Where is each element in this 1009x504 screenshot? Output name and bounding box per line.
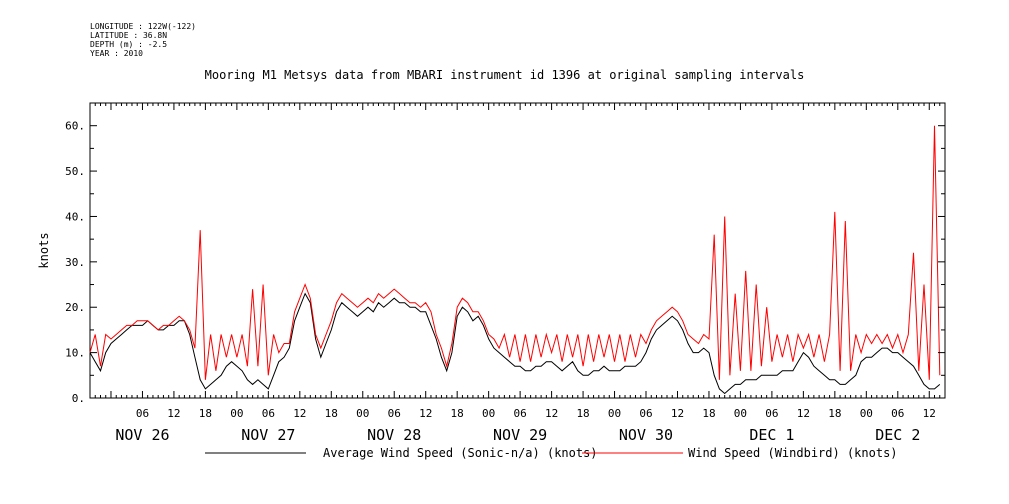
legend-label-0: Average Wind Speed (Sonic-n/a) (knots) (323, 446, 598, 460)
metadata-longitude: LONGITUDE : 122W(-122) (90, 22, 196, 31)
legend: Average Wind Speed (Sonic-n/a) (knots) Wi… (205, 446, 898, 460)
y-tick-label: 0. (72, 392, 85, 405)
x-day-label: NOV 30 (619, 426, 673, 444)
metadata-depth: DEPTH (m) : -2.5 (90, 40, 168, 49)
chart-title: Mooring M1 Metsys data from MBARI instru… (204, 68, 805, 82)
y-axis-label: knots (37, 232, 51, 268)
x-tick-label: 00 (356, 407, 369, 420)
x-tick-label: 18 (576, 407, 589, 420)
x-tick-label: 00 (482, 407, 495, 420)
x-tick-label: 06 (513, 407, 526, 420)
x-tick-label: 18 (199, 407, 212, 420)
plot-border (89, 102, 946, 399)
x-tick-label: 18 (451, 407, 464, 420)
y-tick-label: 60. (65, 120, 85, 133)
x-tick-label: 06 (388, 407, 401, 420)
x-tick-label: 12 (923, 407, 936, 420)
y-tick-label: 10. (65, 347, 85, 360)
x-tick-label: 18 (828, 407, 841, 420)
x-day-label: NOV 26 (115, 426, 169, 444)
x-day-label: NOV 28 (367, 426, 421, 444)
x-tick-label: 18 (325, 407, 338, 420)
x-tick-label: 06 (262, 407, 275, 420)
metadata-latitude: LATITUDE : 36.8N (90, 31, 168, 40)
series-line-1 (89, 125, 941, 380)
legend-label-1: Wind Speed (Windbird) (knots) (688, 446, 898, 460)
x-tick-label: 12 (545, 407, 558, 420)
x-tick-label: 12 (671, 407, 684, 420)
axes-layer: 0. 10. 20. 30. 40. 50. 60. knots 06 12 18 00 06 12 18 0… (37, 102, 946, 444)
x-tick-label: 12 (797, 407, 810, 420)
x-day-label: DEC 1 (749, 426, 794, 444)
x-tick-label: 00 (860, 407, 873, 420)
x-day-label: NOV 29 (493, 426, 547, 444)
series-layer (89, 125, 941, 395)
y-tick-label: 50. (65, 165, 85, 178)
x-day-label: NOV 27 (241, 426, 295, 444)
x-tick-label: 06 (639, 407, 652, 420)
x-tick-label: 00 (734, 407, 747, 420)
x-tick-label: 12 (293, 407, 306, 420)
plot-frame (89, 102, 946, 399)
y-tick-label: 20. (65, 301, 85, 314)
x-tick-label: 00 (230, 407, 243, 420)
x-tick-label: 12 (419, 407, 432, 420)
series-line-0 (89, 292, 941, 395)
x-tick-label: 12 (167, 407, 180, 420)
x-tick-label: 06 (891, 407, 904, 420)
y-tick-label: 40. (65, 210, 85, 223)
x-day-label: DEC 2 (875, 426, 920, 444)
x-tick-label: 00 (608, 407, 621, 420)
metadata-year: YEAR : 2010 (90, 49, 143, 58)
x-tick-label: 18 (702, 407, 715, 420)
y-tick-label: 30. (65, 256, 85, 269)
x-tick-label: 06 (765, 407, 778, 420)
x-tick-label: 06 (136, 407, 149, 420)
